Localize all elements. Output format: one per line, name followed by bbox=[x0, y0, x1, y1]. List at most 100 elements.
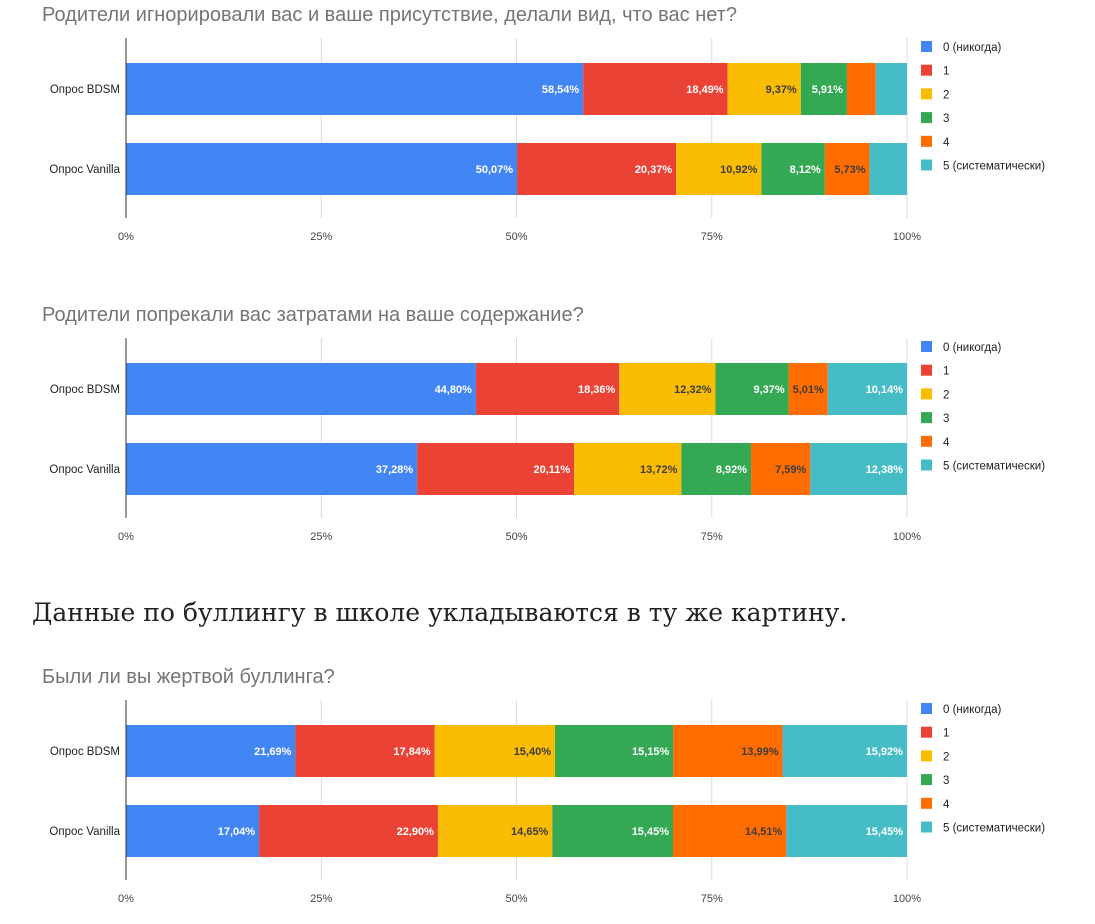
x-tick-label: 0% bbox=[118, 893, 134, 905]
legend-label: 0 (никогда) bbox=[943, 704, 1002, 716]
data-label: 18,49% bbox=[686, 84, 724, 96]
x-tick-label: 75% bbox=[701, 893, 723, 905]
data-label: 5,01% bbox=[793, 384, 824, 396]
chart-svg: 0% 25% 50% 75% 100% Опрос BDSM 58,54% 18,49% 9,3… bbox=[49, 38, 1045, 243]
legend-swatch bbox=[921, 135, 932, 147]
legend-swatch bbox=[921, 41, 932, 52]
legend-label: 2 bbox=[943, 389, 949, 401]
bar-segment bbox=[788, 363, 828, 415]
legend-label: 1 bbox=[943, 366, 949, 378]
data-label: 22,90% bbox=[397, 826, 435, 838]
legend-swatch bbox=[921, 726, 932, 738]
bar-segment bbox=[869, 143, 907, 195]
bar-segment bbox=[126, 363, 476, 415]
bar-segment bbox=[727, 63, 801, 115]
bar-segment bbox=[126, 143, 518, 195]
bar-segment bbox=[827, 363, 907, 415]
chart-title: Были ли вы жертвой буллинга? bbox=[42, 666, 335, 688]
x-tick-label: 75% bbox=[701, 231, 723, 243]
legend-swatch bbox=[921, 821, 932, 833]
data-label: 15,15% bbox=[632, 746, 670, 758]
bar-segment bbox=[761, 143, 825, 195]
legend-swatch bbox=[921, 797, 932, 809]
data-label: 14,51% bbox=[745, 826, 783, 838]
data-label: 21,69% bbox=[254, 746, 292, 758]
legend-label: 4 bbox=[943, 437, 950, 449]
data-label: 50,07% bbox=[476, 164, 514, 176]
legend-swatch bbox=[921, 412, 932, 424]
legend-label: 2 bbox=[943, 89, 949, 101]
legend-label: 2 bbox=[943, 751, 949, 763]
chart-bullying: Были ли вы жертвой буллинга? 0% 25% 50% 75%… bbox=[0, 666, 1095, 916]
bar-segment bbox=[295, 725, 435, 777]
bar-segment bbox=[555, 725, 674, 777]
data-label: 17,04% bbox=[218, 826, 256, 838]
chart-svg: 0% 25% 50% 75% 100% Опрос BDSM 21,69% 17,84% 15,… bbox=[49, 700, 1045, 905]
chart-title: Родители игнорировали вас и ваше присутс… bbox=[42, 4, 737, 26]
category-label: Опрос Vanilla bbox=[49, 164, 120, 176]
bar-segment bbox=[846, 63, 876, 115]
data-label: 10,92% bbox=[720, 164, 758, 176]
legend-swatch bbox=[921, 64, 932, 76]
bar-segment bbox=[417, 443, 575, 495]
x-tick-label: 100% bbox=[893, 231, 921, 243]
legend-label: 0 (никогда) bbox=[943, 42, 1002, 54]
bar-segment bbox=[824, 143, 870, 195]
category-label: Опрос Vanilla bbox=[49, 826, 120, 838]
legend-label: 5 (систематически) bbox=[943, 461, 1045, 473]
data-label: 18,36% bbox=[578, 384, 616, 396]
legend-label: 5 (систематически) bbox=[943, 823, 1045, 835]
legend-label: 3 bbox=[943, 113, 949, 125]
chart-svg: 0% 25% 50% 75% 100% Опрос BDSM 44,80% 18,36% 12,… bbox=[49, 338, 1045, 543]
data-label: 37,28% bbox=[376, 464, 414, 476]
legend-label: 4 bbox=[943, 799, 950, 811]
data-label: 8,12% bbox=[790, 164, 821, 176]
legend-swatch bbox=[921, 341, 932, 352]
legend-label: 1 bbox=[943, 728, 949, 740]
bar-segment bbox=[126, 805, 260, 857]
data-label: 9,37% bbox=[766, 84, 797, 96]
data-label: 5,73% bbox=[834, 164, 865, 176]
bar-segment bbox=[552, 805, 674, 857]
data-label: 13,99% bbox=[741, 746, 779, 758]
bar-segment bbox=[673, 725, 783, 777]
bar-segment bbox=[751, 443, 811, 495]
data-label: 15,40% bbox=[514, 746, 552, 758]
data-label: 15,92% bbox=[866, 746, 904, 758]
x-tick-label: 25% bbox=[310, 893, 332, 905]
legend-label: 3 bbox=[943, 413, 949, 425]
legend-swatch bbox=[921, 88, 932, 100]
x-tick-label: 50% bbox=[505, 893, 527, 905]
bar-segment bbox=[583, 63, 728, 115]
legend-label: 3 bbox=[943, 775, 949, 787]
category-label: Опрос Vanilla bbox=[49, 464, 120, 476]
bar-segment bbox=[126, 725, 296, 777]
category-label: Опрос BDSM bbox=[50, 84, 120, 96]
bar-segment bbox=[875, 63, 907, 115]
legend-swatch bbox=[921, 774, 932, 786]
data-label: 13,72% bbox=[640, 464, 678, 476]
legend-swatch bbox=[921, 364, 932, 376]
data-label: 15,45% bbox=[866, 826, 904, 838]
data-label: 8,92% bbox=[716, 464, 747, 476]
legend-label: 5 (систематически) bbox=[943, 161, 1045, 173]
legend-swatch bbox=[921, 435, 932, 447]
chart-expenses: Родители попрекали вас затратами на ваше… bbox=[0, 304, 1095, 548]
x-tick-label: 0% bbox=[118, 231, 134, 243]
x-tick-label: 50% bbox=[505, 231, 527, 243]
bar-segment bbox=[434, 725, 556, 777]
x-tick-label: 100% bbox=[893, 531, 921, 543]
legend-label: 0 (никогда) bbox=[943, 342, 1002, 354]
x-tick-label: 100% bbox=[893, 893, 921, 905]
bar-segment bbox=[676, 143, 762, 195]
data-label: 12,38% bbox=[866, 464, 904, 476]
legend-label: 1 bbox=[943, 66, 949, 78]
bar-segment bbox=[810, 443, 907, 495]
legend-swatch bbox=[921, 703, 932, 714]
bar-segment bbox=[619, 363, 716, 415]
data-label: 7,59% bbox=[775, 464, 806, 476]
bar-segment bbox=[715, 363, 789, 415]
bar-segment bbox=[517, 143, 677, 195]
category-label: Опрос BDSM bbox=[50, 384, 120, 396]
x-tick-label: 0% bbox=[118, 531, 134, 543]
